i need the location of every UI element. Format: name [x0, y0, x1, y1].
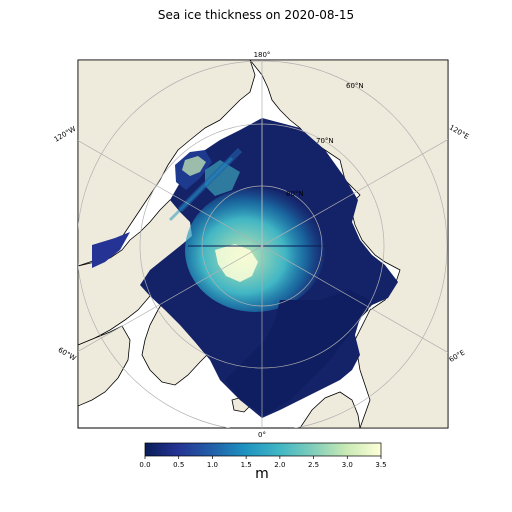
- hudson-land: [78, 325, 131, 407]
- sea-ice-greenland-edge: [215, 244, 258, 282]
- colorbar-tick-label: 0.5: [173, 461, 184, 469]
- colorbar-tick-label: 2.0: [274, 461, 285, 469]
- lat-label-80: 80°N: [286, 190, 304, 198]
- colorbar-tick-label: 1.0: [207, 461, 218, 469]
- lon-label-180: 180°: [254, 51, 271, 59]
- meridian-120w-60e: [78, 140, 448, 353]
- graticule: [78, 60, 448, 428]
- colorbar: [144, 442, 382, 457]
- colorbar-ticks: 0.0 0.5 1.0 1.5 2.0 2.5 3.0 3.5: [139, 456, 387, 469]
- lat-label-70: 70°N: [316, 137, 334, 145]
- lon-label-0: 0°: [258, 431, 266, 439]
- colorbar-tick-label: 1.5: [241, 461, 252, 469]
- eurasia-land: [249, 60, 448, 428]
- colorbar-tick-label: 3.5: [375, 461, 386, 469]
- sea-ice-beaufort-bright: [182, 156, 206, 176]
- lon-label-60w: 60°W: [57, 346, 78, 363]
- colorbar-label: m: [255, 466, 269, 482]
- scandinavia-land: [299, 391, 361, 428]
- sea-ice-field: [92, 118, 398, 418]
- colorbar-tick-label: 2.5: [308, 461, 319, 469]
- lon-label-60e: 60°E: [448, 349, 467, 364]
- map-title: Sea ice thickness on 2020-08-15: [157, 8, 355, 22]
- lat-label-60: 60°N: [346, 82, 364, 90]
- lon-label-120w: 120°W: [53, 125, 78, 144]
- sea-ice-streak: [205, 160, 240, 196]
- lon-label-120e: 120°E: [448, 123, 470, 141]
- colorbar-tick-label: 3.0: [342, 461, 353, 469]
- sea-ice-channels: [92, 232, 130, 268]
- colorbar-tick-label: 0.0: [139, 461, 150, 469]
- sea-ice-barents: [225, 290, 370, 415]
